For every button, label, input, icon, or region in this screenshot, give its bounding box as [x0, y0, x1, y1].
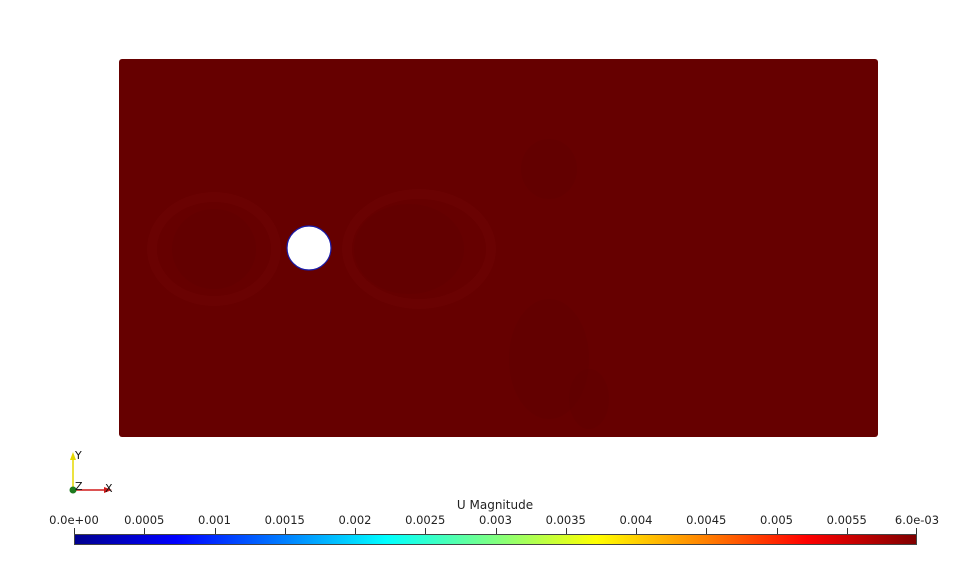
field-plot — [119, 59, 878, 437]
upstream-vortex-inner — [172, 209, 256, 289]
colorbar-tick-label: 0.002 — [338, 513, 372, 527]
wake-patch-2 — [509, 299, 589, 419]
colorbar-tick-label: 0.0025 — [405, 513, 446, 527]
axis-y-label: Y — [75, 449, 82, 462]
field-background — [119, 59, 878, 437]
colorbar-tick-label: 0.0055 — [826, 513, 867, 527]
wake-patch-3 — [569, 369, 609, 429]
colorbar-tick-label: 0.005 — [760, 513, 793, 527]
velocity-field[interactable] — [119, 59, 878, 437]
colorbar[interactable] — [74, 534, 917, 545]
colorbar-tick-label: 6.0e-03 — [894, 513, 940, 527]
colorbar-tick-label: 0.0e+00 — [49, 513, 99, 527]
upstream-vortex-outer — [147, 192, 281, 306]
axis-x-label: X — [105, 482, 113, 495]
colorbar-tick-label: 0.0015 — [264, 513, 305, 527]
cylinder-obstacle — [286, 225, 332, 271]
colorbar-tick-label: 0.004 — [619, 513, 653, 527]
downstream-vortex-outer — [342, 189, 496, 309]
colorbar-tick-label: 0.003 — [479, 513, 512, 527]
colorbar-tick-label: 0.0035 — [545, 513, 586, 527]
axes-triad — [69, 452, 112, 494]
downstream-vortex-inner — [354, 204, 464, 294]
colorbar-tick-label: 0.001 — [198, 513, 231, 527]
colorbar-tick-label: 0.0005 — [124, 513, 165, 527]
colorbar-title: U Magnitude — [456, 498, 534, 512]
axis-z-label: Z — [75, 480, 83, 493]
orientation-axes: Y Z X — [60, 448, 130, 503]
wake-patch-1 — [521, 139, 577, 199]
colorbar-tick-label: 0.0045 — [686, 513, 727, 527]
